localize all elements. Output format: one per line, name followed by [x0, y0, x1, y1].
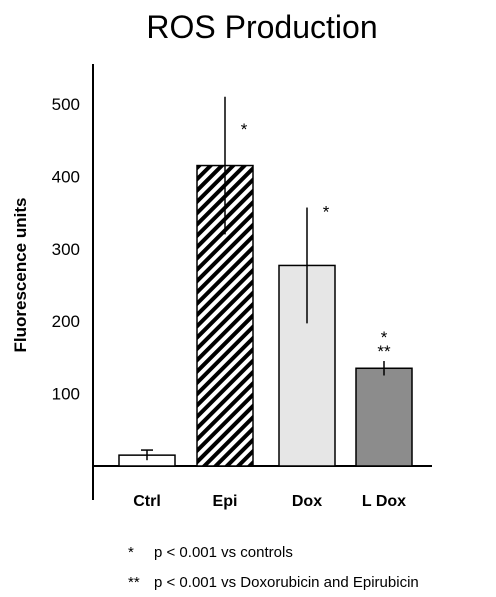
y-tick-label: 200 [52, 312, 80, 331]
y-tick-label: 100 [52, 385, 80, 404]
chart-title: ROS Production [146, 9, 377, 45]
y-tick-label: 400 [52, 167, 80, 186]
footnote-1: * p < 0.001 vs controls [128, 544, 293, 561]
bar-l-dox [355, 367, 413, 467]
footnote-1-text: p < 0.001 vs controls [154, 544, 293, 561]
y-axis-label: Fluorescence units [11, 198, 30, 353]
footnote-1-symbol: * [128, 544, 134, 561]
significance-marker: * [323, 203, 330, 222]
x-category-label: Dox [292, 493, 322, 510]
footnote-2-text: p < 0.001 vs Doxorubicin and Epirubicin [154, 574, 419, 591]
x-category-label: Epi [213, 493, 238, 510]
x-category-label: Ctrl [133, 493, 161, 510]
footnote-2: ** p < 0.001 vs Doxorubicin and Epirubici… [128, 574, 419, 591]
significance-marker: * [381, 328, 388, 347]
significance-marker: ** [377, 342, 391, 361]
x-category-label: L Dox [362, 493, 406, 510]
significance-marker: * [241, 120, 248, 139]
y-tick-label: 500 [52, 95, 80, 114]
y-tick-label: 300 [52, 240, 80, 259]
footnote-2-symbol: ** [128, 574, 140, 591]
